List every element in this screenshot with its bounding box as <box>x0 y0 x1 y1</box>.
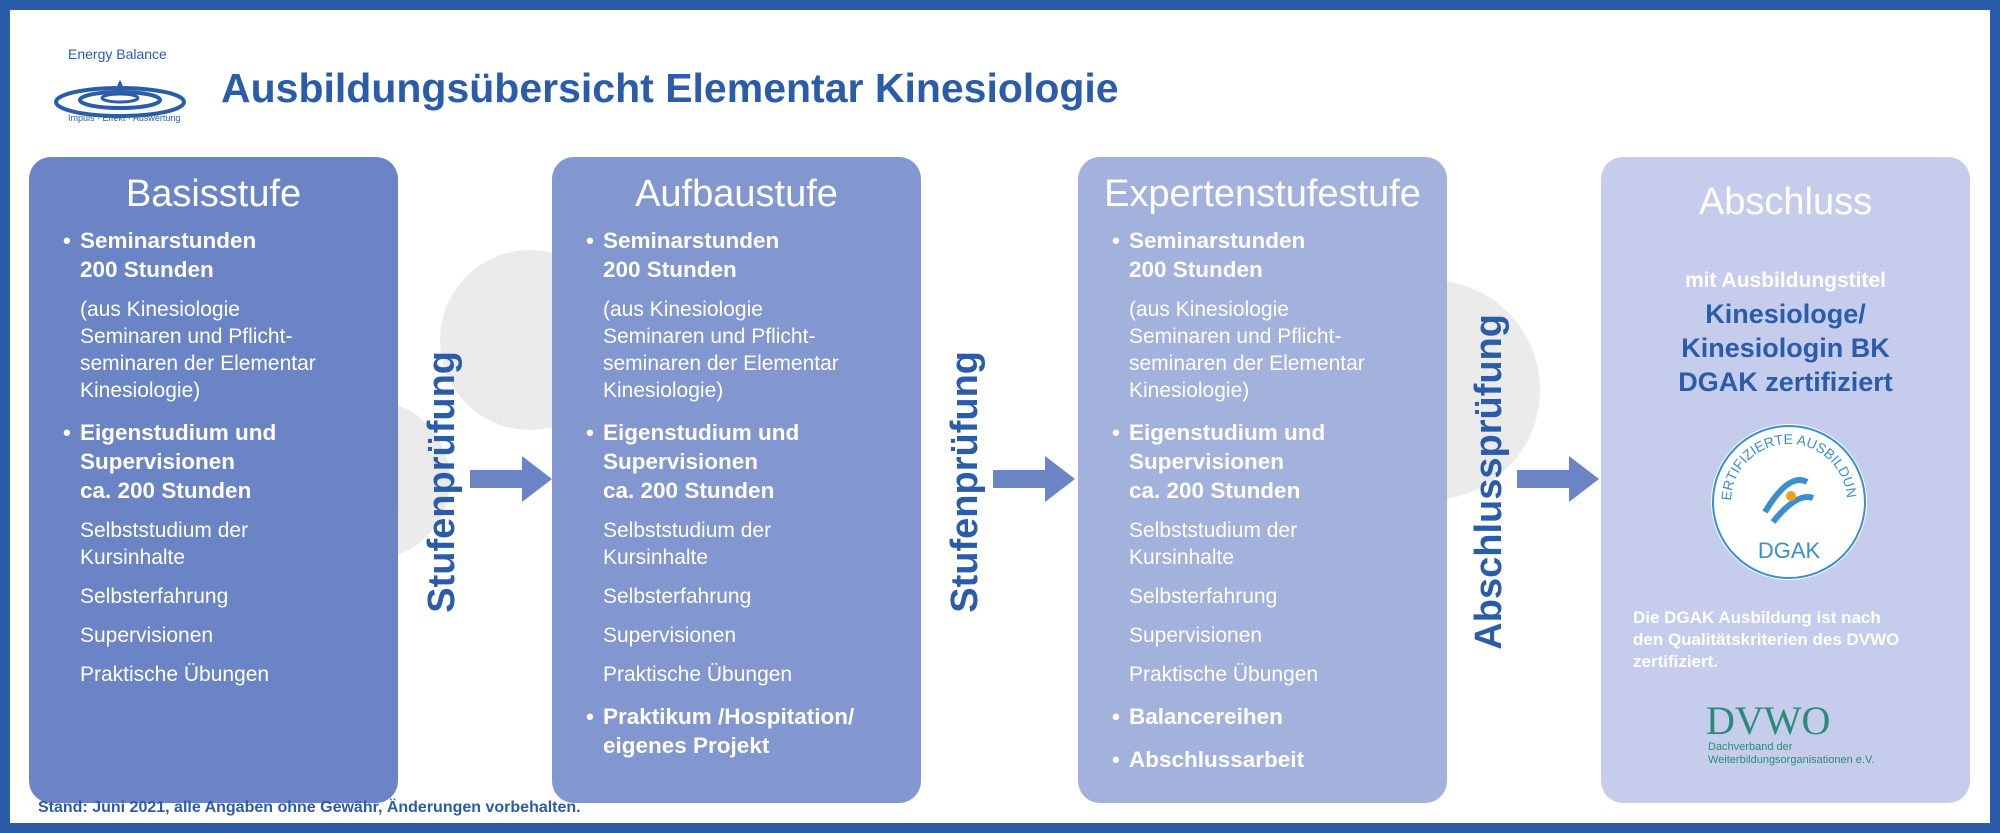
item-detail: Supervisionen <box>80 624 214 647</box>
stage-title: Expertenstufestufe <box>1104 173 1421 215</box>
stage-item: Seminarstunden 200 Stunden (aus Kinesiolo… <box>552 226 921 404</box>
stage-item: Eigenstudium und Supervisionen ca. 200 S… <box>1078 418 1447 688</box>
final-box: Abschluss mit Ausbildungstitel Kinesiolo… <box>1601 157 1970 803</box>
item-detail: Praktische Übungen <box>1129 663 1319 686</box>
item-detail: Selbsterfahrung <box>603 585 752 608</box>
item-detail: Selbststudium der Kursinhalte <box>80 519 249 569</box>
dvwo-full: Dachverband der Weiterbildungsorganisati… <box>1708 741 1875 766</box>
item-detail: Selbststudium der Kursinhalte <box>1129 519 1298 569</box>
item-heading: Eigenstudium und Supervisionen ca. 200 S… <box>586 418 921 505</box>
transition-label: Abschlussprüfung <box>1467 314 1510 650</box>
item-detail: Selbsterfahrung <box>80 585 229 608</box>
stage-item: Eigenstudium und Supervisionen ca. 200 S… <box>552 418 921 688</box>
final-degree: Kinesiologe/ Kinesiologin BK DGAK zertif… <box>1678 299 1893 397</box>
stage-box: Expertenstufestufe Seminarstunden 200 Stu… <box>1078 157 1447 803</box>
item-detail: Selbststudium der Kursinhalte <box>603 519 772 569</box>
item-heading: Seminarstunden 200 Stunden <box>586 226 921 284</box>
dgak-badge: ZERTIFIZIERTE AUSBILDUNG DGAK <box>1709 422 1867 580</box>
logo-name: Energy Balance <box>68 46 167 62</box>
item-heading: Seminarstunden 200 Stunden <box>1112 226 1447 284</box>
item-detail: Selbsterfahrung <box>1129 585 1278 608</box>
stage-item: Eigenstudium und Supervisionen ca. 200 S… <box>29 418 398 688</box>
final-note: Die DGAK Ausbildung ist nach den Qualitä… <box>1633 608 1900 671</box>
stage-item: Abschlussarbeit <box>1078 745 1447 774</box>
badge-name: DGAK <box>1758 538 1821 563</box>
transition-label: Stufenprüfung <box>943 351 986 613</box>
item-detail: Praktische Übungen <box>80 663 270 686</box>
dvwo-name: DVWO <box>1706 698 1831 743</box>
item-detail: (aus Kinesiologie Seminaren und Pflicht-… <box>80 298 316 402</box>
item-heading: Eigenstudium und Supervisionen ca. 200 S… <box>63 418 398 505</box>
stage-item: Seminarstunden 200 Stunden (aus Kinesiolo… <box>29 226 398 404</box>
final-title: Abschluss <box>1698 181 1873 223</box>
logo-mark <box>54 80 186 118</box>
stage-box: Aufbaustufe Seminarstunden 200 Stunden (au… <box>552 157 921 803</box>
logo-tagline: Impuls · Effekt · Auswertung <box>68 113 181 123</box>
stage-item: Praktikum /Hospitation/ eigenes Projekt <box>552 702 921 760</box>
transition-label: Stufenprüfung <box>420 351 463 613</box>
arrow <box>470 456 552 502</box>
stage-item: Balancereihen <box>1078 702 1447 731</box>
arrow <box>993 456 1075 502</box>
stage-item: Seminarstunden 200 Stunden (aus Kinesiolo… <box>1078 226 1447 404</box>
footer: Stand: Juni 2021, alle Angaben ohne Gewä… <box>38 799 581 816</box>
item-heading: Seminarstunden 200 Stunden <box>63 226 398 284</box>
stage-box: Basisstufe Seminarstunden 200 Stunden (aus… <box>29 157 398 803</box>
item-detail: (aus Kinesiologie Seminaren und Pflicht-… <box>603 298 839 402</box>
item-heading: Abschlussarbeit <box>1112 745 1447 774</box>
item-heading: Praktikum /Hospitation/ eigenes Projekt <box>586 702 921 760</box>
item-detail: Praktische Übungen <box>603 663 793 686</box>
item-detail: Supervisionen <box>603 624 737 647</box>
item-heading: Balancereihen <box>1112 702 1447 731</box>
arrow <box>1517 456 1599 502</box>
stage-title: Aufbaustufe <box>635 173 838 215</box>
item-heading: Eigenstudium und Supervisionen ca. 200 S… <box>1112 418 1447 505</box>
title: Ausbildungsübersicht Elementar Kinesiolo… <box>221 65 1119 111</box>
stage-title: Basisstufe <box>125 173 302 215</box>
item-detail: Supervisionen <box>1129 624 1263 647</box>
item-detail: (aus Kinesiologie Seminaren und Pflicht-… <box>1129 298 1365 402</box>
final-subtitle: mit Ausbildungstitel <box>1684 269 1887 292</box>
